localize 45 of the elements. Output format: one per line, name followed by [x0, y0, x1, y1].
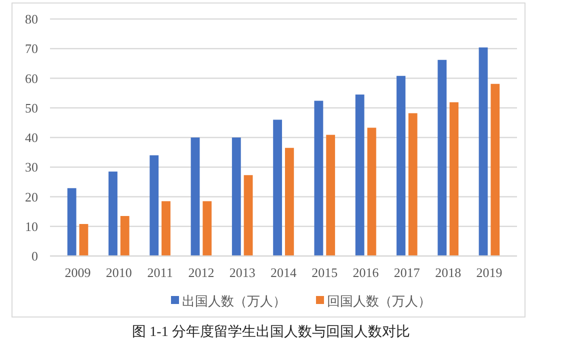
- x-tick-label: 2019: [476, 265, 502, 280]
- bar: [150, 155, 159, 256]
- x-tick-label: 2016: [352, 265, 380, 280]
- x-tick-label: 2009: [64, 265, 91, 280]
- bar: [67, 188, 76, 256]
- x-tick-label: 2018: [435, 265, 462, 280]
- y-tick-label: 0: [32, 248, 38, 264]
- caption: 图 1-1 分年度留学生出国人数与回国人数对比: [132, 324, 410, 340]
- y-tick-label: 60: [25, 70, 38, 86]
- y-tick-label: 20: [25, 189, 38, 204]
- x-tick-label: 2010: [106, 265, 132, 280]
- bar: [108, 172, 118, 256]
- bar: [273, 120, 282, 256]
- legend-label: 回国人数（万人）: [327, 294, 431, 309]
- y-tick-label: 40: [25, 130, 38, 146]
- bar: [244, 175, 253, 256]
- y-tick-label: 30: [25, 160, 38, 175]
- bar: [284, 148, 294, 256]
- x-tick-label: 2014: [270, 265, 297, 280]
- bar: [162, 201, 170, 256]
- x-tick-label: 2017: [394, 265, 420, 280]
- bar: [79, 224, 88, 256]
- bar: [478, 47, 488, 256]
- bar: [314, 100, 324, 256]
- x-tick-label: 2015: [312, 265, 338, 280]
- x-tick-label: 2011: [147, 265, 173, 280]
- bar: [367, 128, 376, 256]
- y-tick-label: 50: [25, 100, 38, 116]
- bar: [202, 201, 212, 256]
- bar: [438, 60, 447, 256]
- y-tick-label: 80: [25, 12, 38, 27]
- bar: [408, 113, 418, 256]
- bar: [326, 134, 336, 256]
- bar: [190, 138, 200, 256]
- x-tick-label: 2013: [229, 265, 256, 280]
- legend-label: 出国人数（万人）: [182, 294, 286, 309]
- bar: [396, 76, 406, 256]
- x-tick-label: 2012: [188, 265, 214, 280]
- bar: [120, 216, 130, 256]
- bar: [490, 84, 500, 256]
- bar: [355, 94, 364, 256]
- bar: [450, 102, 458, 256]
- bar: [232, 138, 241, 256]
- y-tick-label: 10: [25, 218, 38, 234]
- y-tick-label: 70: [25, 41, 38, 56]
